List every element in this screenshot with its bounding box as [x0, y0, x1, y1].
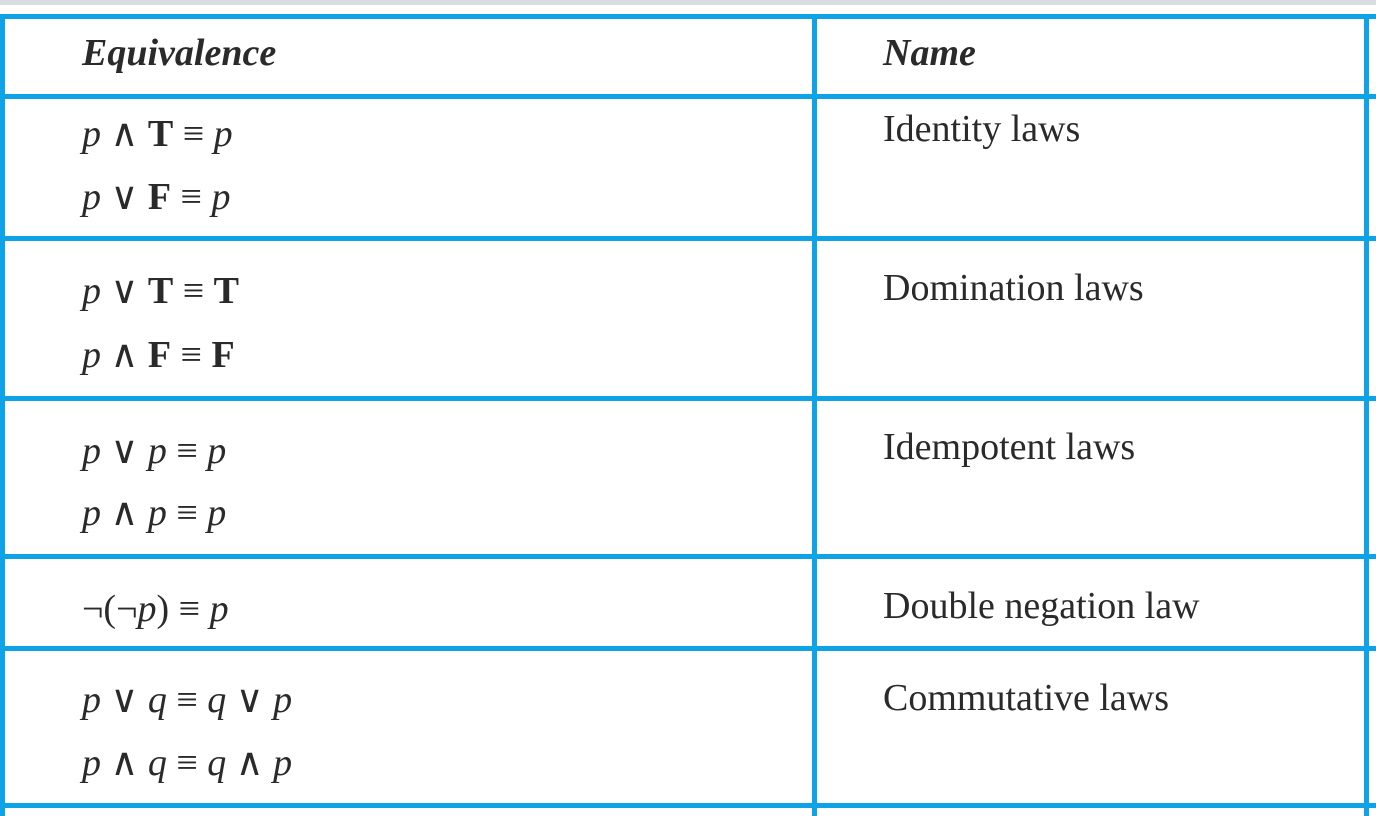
formula-token: T	[147, 113, 174, 155]
formula-token: ≡	[171, 176, 212, 218]
formula-token: p	[137, 588, 157, 630]
formula-token: p	[147, 492, 167, 534]
top-divider	[0, 0, 1376, 5]
law-name: Commutative laws	[883, 677, 1170, 719]
formula-token: p	[209, 588, 229, 630]
row-divider	[0, 396, 1376, 401]
formula-token: p	[82, 113, 101, 155]
table-border-left	[0, 14, 5, 816]
formula-token: p	[82, 742, 101, 784]
formula-token: ¬(¬	[82, 588, 138, 630]
equivalence-formula: p ∨ F ≡ p	[82, 178, 230, 216]
formula-token: ≡	[173, 113, 214, 155]
law-name: Domination laws	[883, 267, 1144, 309]
formula-token: ∨	[101, 176, 148, 218]
table-border-top	[0, 14, 1376, 19]
row-divider	[0, 554, 1376, 559]
formula-token: ∧	[101, 492, 148, 534]
formula-token: q	[147, 679, 167, 721]
equivalence-formula: p ∧ T ≡ p	[82, 115, 233, 153]
formula-token: T	[147, 270, 174, 312]
row-divider	[0, 646, 1376, 651]
law-name: Identity laws	[883, 108, 1081, 150]
formula-token: ∨	[101, 679, 148, 721]
formula-token: ∨	[101, 270, 148, 312]
formula-token: ≡	[166, 430, 208, 472]
formula-token: p	[82, 270, 101, 312]
formula-token: p	[82, 176, 101, 218]
equivalence-formula: p ∨ q ≡ q ∨ p	[82, 681, 292, 719]
formula-token: F	[147, 334, 172, 376]
formula-token: p	[82, 492, 101, 534]
formula-token: p	[273, 742, 293, 784]
equivalence-formula: p ∧ p ≡ p	[82, 494, 226, 532]
formula-token: ∧	[101, 334, 148, 376]
equivalence-formula: p ∧ F ≡ F	[82, 336, 235, 374]
formula-token: p	[82, 430, 101, 472]
formula-token: q	[207, 679, 227, 721]
formula-token: ≡	[166, 679, 208, 721]
equivalence-formula: ¬(¬p) ≡ p	[82, 590, 229, 628]
row-divider	[0, 236, 1376, 241]
formula-token: ∧	[101, 742, 148, 784]
formula-token: ∨	[101, 430, 148, 472]
formula-token: ) ≡	[156, 588, 210, 630]
formula-token: p	[211, 176, 231, 218]
formula-token: F	[147, 176, 172, 218]
formula-token: ≡	[166, 492, 208, 534]
law-name: Idempotent laws	[883, 426, 1136, 468]
formula-token: ∨	[226, 679, 274, 721]
formula-token: T	[213, 270, 239, 312]
formula-token: ∧	[101, 113, 148, 155]
equivalence-formula: p ∨ T ≡ T	[82, 272, 239, 310]
formula-token: p	[213, 113, 233, 155]
formula-token: p	[82, 334, 101, 376]
column-divider	[812, 14, 817, 816]
formula-token: p	[82, 679, 101, 721]
equivalence-formula: p ∨ p ≡ p	[82, 432, 226, 470]
law-name: Double negation law	[883, 585, 1200, 627]
formula-token: q	[147, 742, 167, 784]
header-name: Name	[883, 32, 976, 74]
table-border-right	[1364, 14, 1369, 816]
row-divider	[0, 803, 1376, 808]
formula-token: ≡	[171, 334, 212, 376]
formula-token: ≡	[166, 742, 208, 784]
equivalence-formula: p ∧ q ≡ q ∧ p	[82, 744, 292, 782]
formula-token: ≡	[173, 270, 214, 312]
formula-token: p	[273, 679, 293, 721]
formula-token: p	[207, 430, 227, 472]
formula-token: p	[207, 492, 227, 534]
formula-token: q	[207, 742, 227, 784]
header-divider	[0, 94, 1376, 99]
formula-token: ∧	[226, 742, 274, 784]
formula-token: F	[211, 334, 235, 376]
formula-token: p	[147, 430, 167, 472]
header-equivalence: Equivalence	[82, 32, 277, 74]
